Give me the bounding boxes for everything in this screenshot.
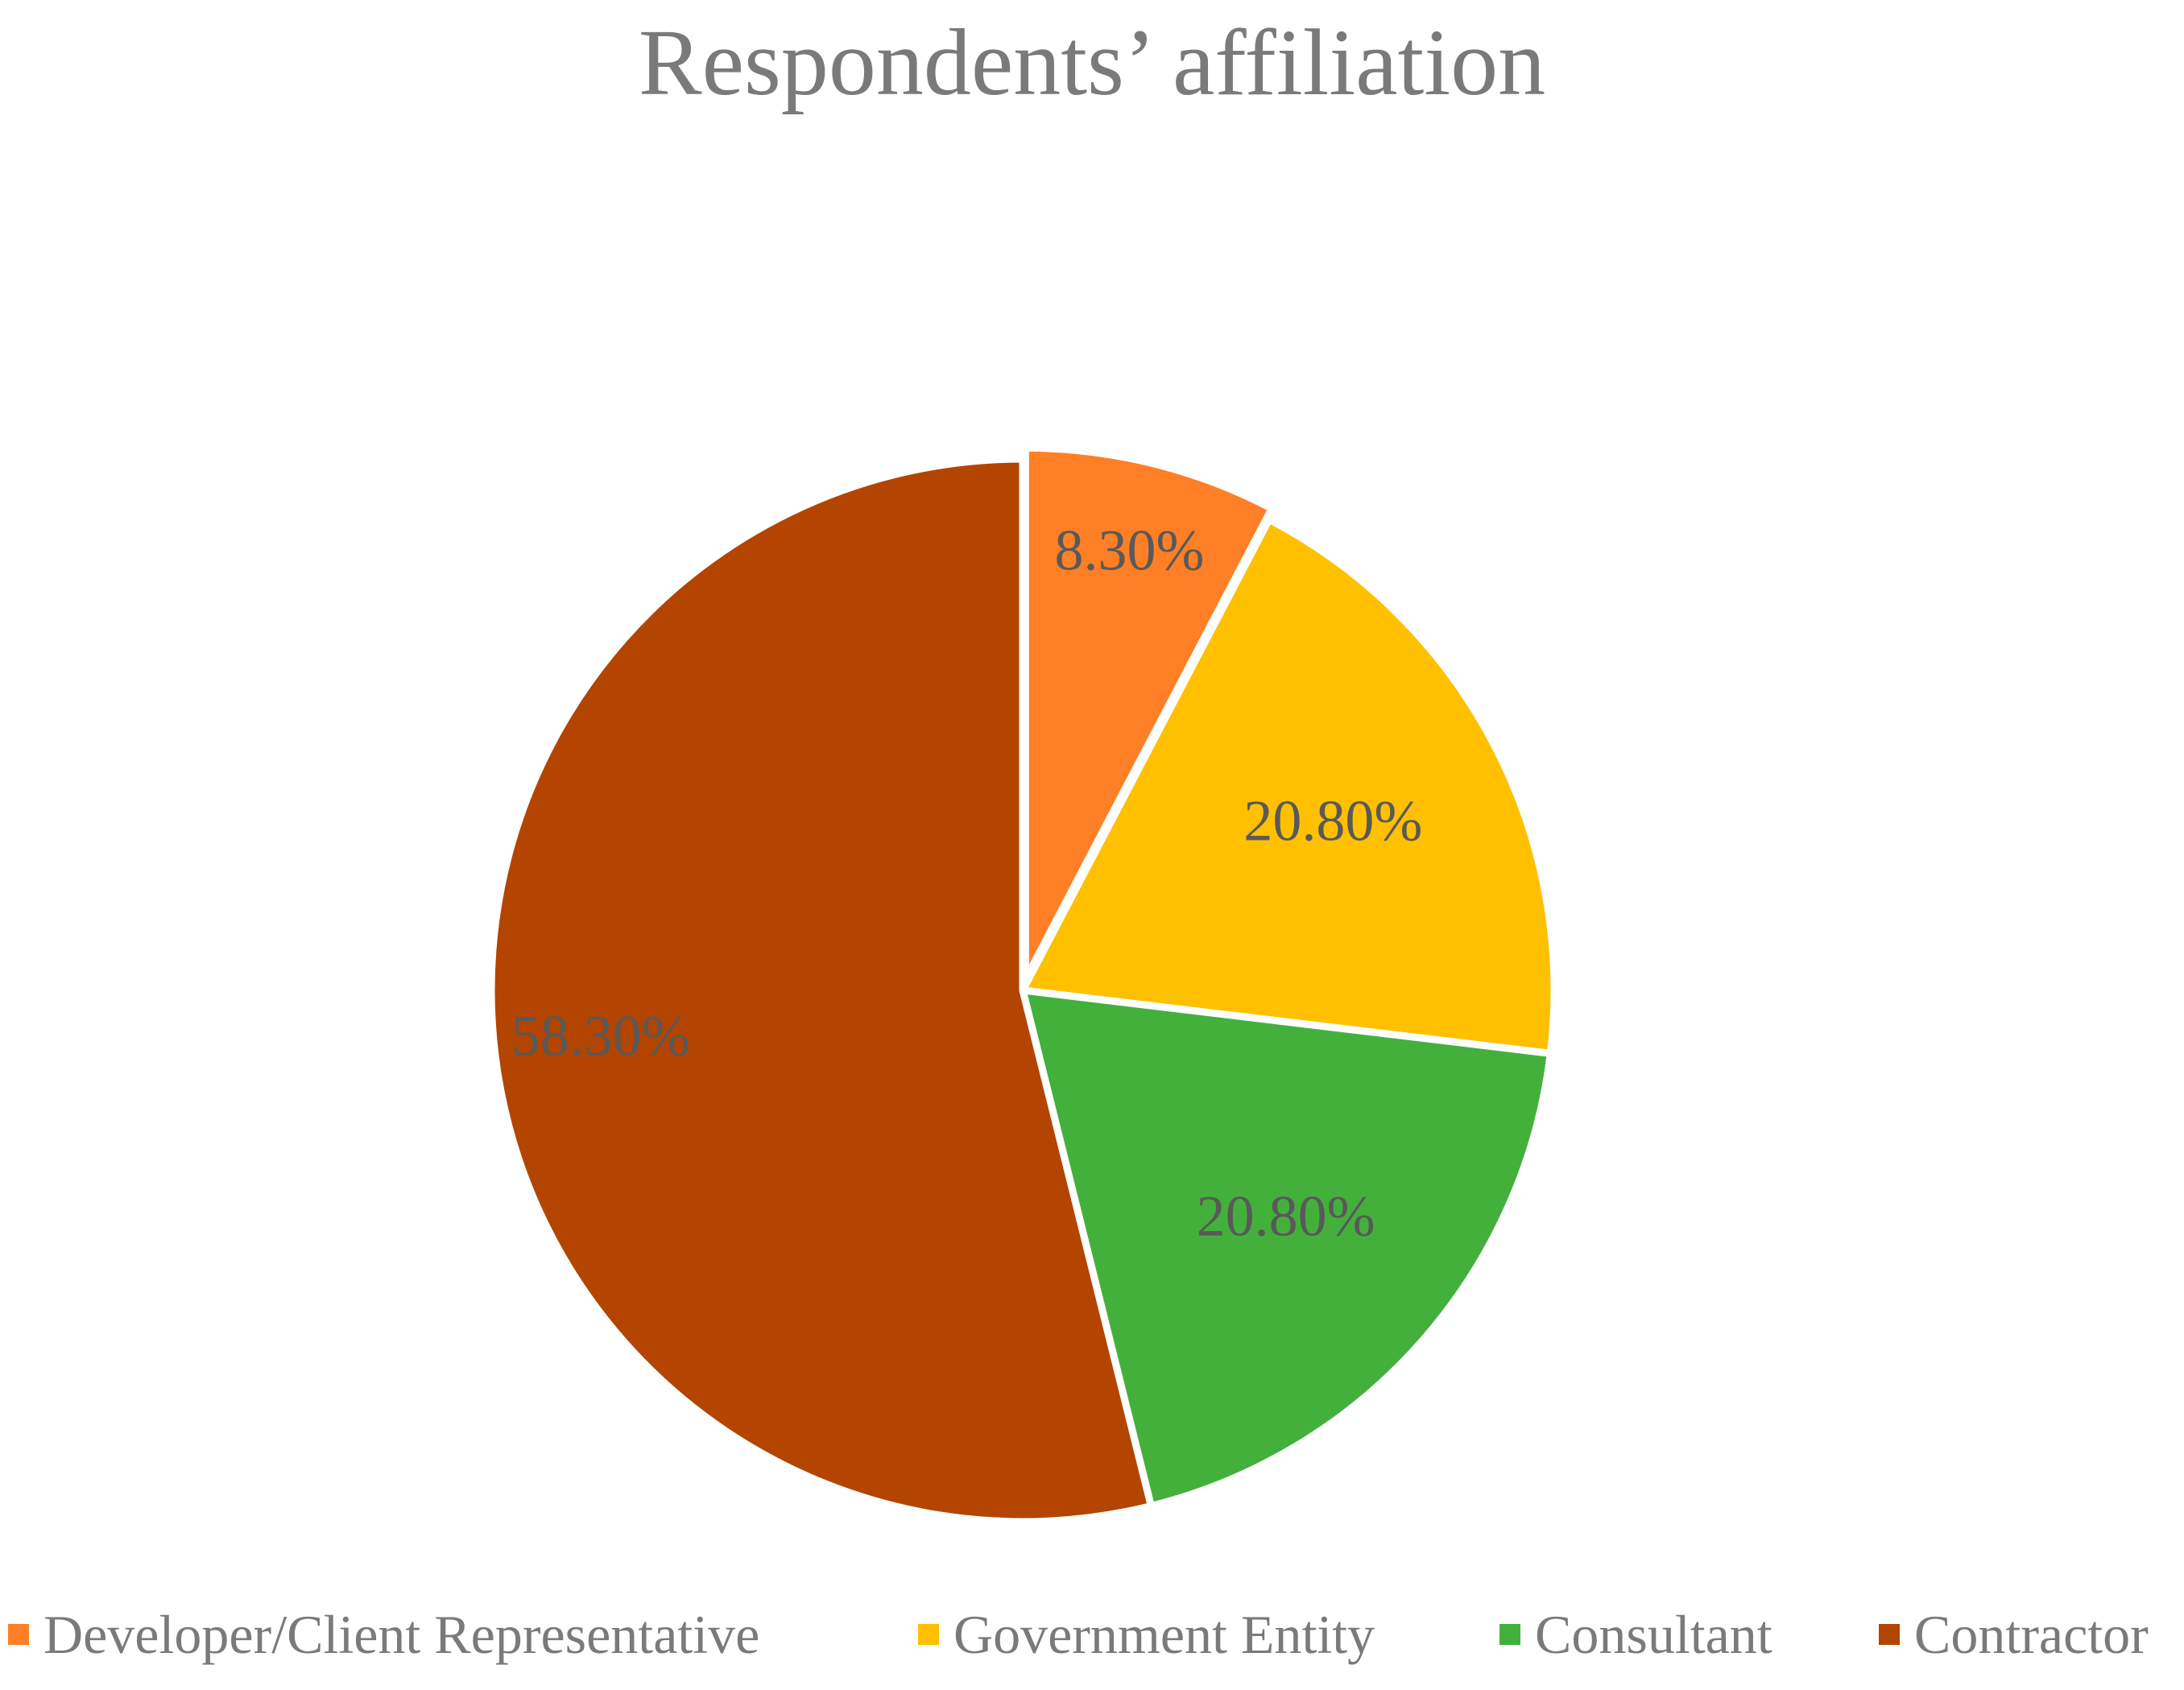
legend: Developer/Client Representative Governme… [0,1598,2184,1671]
chart-title: Respondents’ affiliation [638,10,1546,115]
legend-label-consultant: Consultant [1535,1603,1772,1665]
legend-item-consultant: Consultant [1499,1598,1772,1671]
pie-slice-developer-client-representative [1021,444,1277,981]
legend-swatch-government-entity [918,1624,939,1645]
legend-item-government-entity: Government Entity [918,1598,1375,1671]
data-label-consultant: 20.80% [1197,1184,1375,1249]
legend-swatch-developer-client-representative [8,1624,29,1645]
legend-swatch-consultant [1499,1624,1520,1645]
legend-item-contractor: Contractor [1879,1598,2149,1671]
data-label-contractor: 58.30% [511,1004,690,1068]
legend-swatch-contractor [1879,1624,1900,1645]
legend-item-developer-client-representative: Developer/Client Representative [8,1598,759,1671]
pie-slice-contractor [487,455,1156,1526]
legend-label-contractor: Contractor [1914,1603,2149,1665]
data-label-developer-client-representative: 8.30% [1055,518,1205,582]
legend-label-government-entity: Government Entity [953,1603,1375,1665]
pie-slice-government-entity [1016,514,1558,1058]
data-label-government-entity: 20.80% [1243,788,1422,853]
legend-label-developer-client-representative: Developer/Client Representative [43,1603,760,1665]
pie-slice-consultant [1018,985,1555,1510]
